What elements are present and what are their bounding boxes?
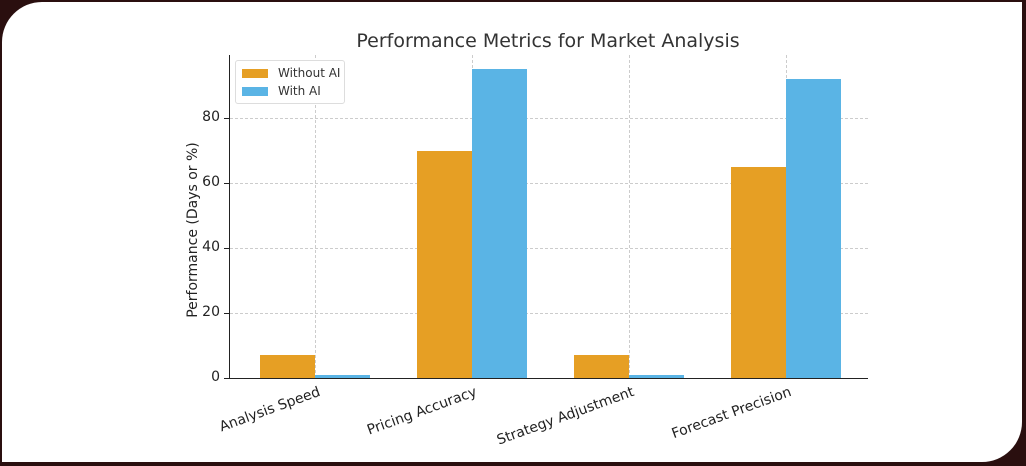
bar-without-ai (260, 355, 315, 378)
y-tick-label: 60 (202, 174, 220, 190)
bar-with-ai (786, 79, 841, 378)
bar-with-ai (472, 69, 527, 378)
gridline-horizontal (230, 118, 868, 119)
y-tick-mark (224, 183, 229, 184)
y-tick-label: 80 (202, 109, 220, 125)
legend-swatch-without-ai (242, 68, 268, 78)
gridline-vertical (629, 55, 630, 378)
bar-without-ai (574, 355, 629, 378)
bar-with-ai (315, 374, 370, 378)
legend-label: With AI (278, 84, 321, 98)
bar-without-ai (731, 166, 786, 378)
legend-item-without-ai: Without AI (242, 66, 340, 80)
y-tick-label: 20 (202, 304, 220, 320)
legend: Without AI With AI (235, 60, 345, 104)
gridline-vertical (315, 55, 316, 378)
bar-with-ai (629, 374, 684, 378)
gridline-horizontal (230, 313, 868, 314)
y-tick-mark (224, 248, 229, 249)
y-tick-mark (224, 118, 229, 119)
y-tick-mark (224, 313, 229, 314)
legend-label: Without AI (278, 66, 341, 80)
bar-without-ai (417, 150, 472, 378)
gridline-horizontal (230, 248, 868, 249)
legend-swatch-with-ai (242, 86, 268, 96)
chart-title: Performance Metrics for Market Analysis (356, 30, 740, 52)
y-tick-label: 40 (202, 239, 220, 255)
y-tick-label: 0 (211, 369, 220, 385)
gridline-horizontal (230, 183, 868, 184)
plot-area (229, 55, 868, 379)
y-axis-label: Performance (Days or %) (185, 142, 201, 318)
y-tick-mark (224, 378, 229, 379)
legend-item-with-ai: With AI (242, 84, 321, 98)
